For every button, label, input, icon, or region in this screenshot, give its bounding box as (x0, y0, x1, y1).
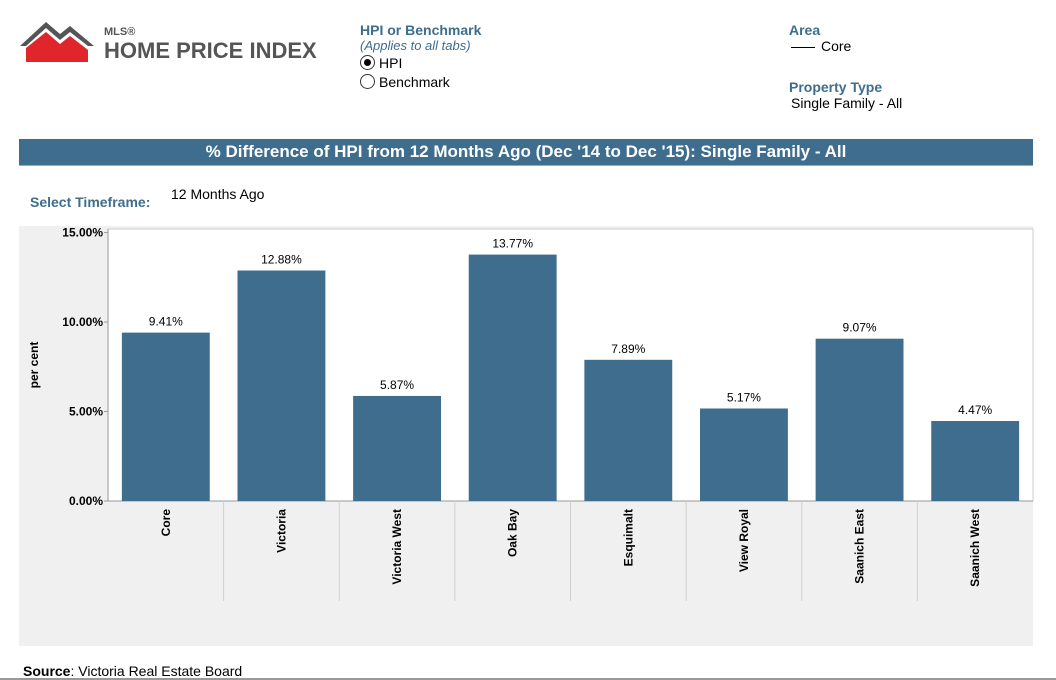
hpi-selector-title: HPI or Benchmark (360, 22, 482, 38)
x-tick-label: Victoria West (390, 509, 404, 585)
hpi-selector-note: (Applies to all tabs) (360, 38, 471, 53)
bar-value-label: 12.88% (261, 253, 302, 267)
bar-esquimalt (584, 359, 673, 501)
bar-value-label: 4.47% (958, 403, 992, 417)
hpi-benchmark-selector: HPI or Benchmark (Applies to all tabs) H… (360, 22, 481, 91)
y-tick-label: 10.00% (62, 315, 103, 329)
y-axis-title: per cent (27, 342, 41, 389)
timeframe-label: Select Timeframe: (30, 194, 151, 210)
property-type: Property Type Single Family - All (789, 79, 902, 111)
radio-benchmark[interactable]: Benchmark (360, 72, 481, 91)
bar-victoria-west (353, 395, 441, 501)
x-tick-label: Core (159, 509, 173, 537)
y-tick-label: 5.00% (69, 405, 103, 419)
timeframe-select[interactable]: 12 Months Ago (171, 186, 265, 202)
bar-view-royal (700, 408, 788, 501)
radio-hpi-label: HPI (379, 54, 403, 71)
x-tick-label: Saanich West (968, 509, 982, 587)
x-tick-label: View Royal (737, 509, 751, 572)
bar-victoria (237, 270, 326, 501)
logo-title-text: HOME PRICE INDEX (104, 38, 317, 63)
source-label: Source (23, 663, 71, 679)
bar-core (121, 332, 210, 501)
source-note: Source: Victoria Real Estate Board (23, 663, 242, 679)
bar-saanich-east (815, 338, 904, 501)
x-tick-label: Oak Bay (506, 509, 520, 557)
logo-mls-text: MLS® (104, 26, 136, 38)
y-tick-label: 0.00% (69, 494, 103, 508)
bar-value-label: 5.87% (380, 378, 414, 392)
radio-selected-icon[interactable] (360, 55, 375, 70)
bar-value-label: 9.41% (149, 315, 183, 329)
y-tick-label: 15.00% (62, 226, 103, 240)
property-type-title: Property Type (789, 79, 883, 95)
bar-oak-bay (468, 254, 557, 501)
bar-value-label: 13.77% (492, 237, 533, 251)
legend-line-icon (791, 46, 815, 48)
bar-value-label: 9.07% (843, 321, 877, 335)
house-logo-icon (20, 22, 94, 62)
property-type-value: Single Family - All (791, 95, 903, 111)
area-legend-item[interactable]: Core (789, 38, 851, 54)
logo: MLS® HOME PRICE INDEX (18, 18, 317, 68)
area-legend-label: Core (821, 38, 852, 54)
bar-saanich-west (931, 421, 1020, 501)
source-value: : Victoria Real Estate Board (70, 663, 243, 679)
x-tick-label: Victoria (274, 509, 288, 553)
radio-unselected-icon[interactable] (360, 74, 375, 89)
chart-banner-title: % Difference of HPI from 12 Months Ago (… (19, 139, 1033, 165)
radio-hpi[interactable]: HPI (360, 53, 481, 72)
x-tick-label: Esquimalt (621, 509, 635, 566)
x-tick-label: Saanich East (853, 509, 867, 584)
bar-value-label: 5.17% (727, 390, 761, 404)
area-legend: Area Core (789, 22, 851, 54)
radio-benchmark-label: Benchmark (379, 73, 450, 90)
bottom-divider (0, 678, 1056, 680)
area-title: Area (789, 22, 821, 38)
bar-value-label: 7.89% (611, 342, 645, 356)
